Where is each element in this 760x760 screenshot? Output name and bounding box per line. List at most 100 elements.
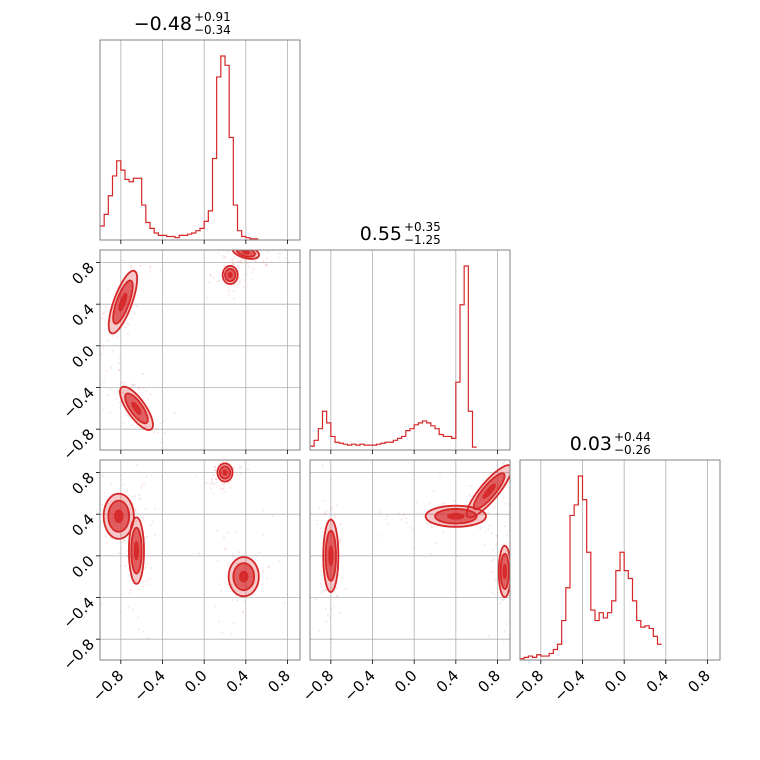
sample-point	[507, 471, 510, 474]
sample-point	[497, 512, 500, 515]
sample-point	[263, 259, 266, 262]
sample-point	[515, 465, 517, 467]
sample-point	[142, 517, 145, 520]
sample-point	[118, 357, 121, 360]
sample-point	[126, 555, 129, 558]
sample-point	[222, 254, 225, 257]
sample-point	[225, 460, 228, 463]
sample-point	[479, 528, 482, 531]
histogram-panel-2	[309, 249, 511, 451]
sample-point	[215, 458, 217, 460]
density-panel-1-2	[100, 225, 290, 456]
sample-point	[214, 469, 217, 472]
sample-point	[423, 505, 426, 508]
sample-point	[315, 598, 318, 601]
sample-point	[129, 266, 132, 269]
sample-point	[128, 324, 131, 327]
sample-point	[504, 630, 507, 633]
sample-point	[430, 525, 433, 528]
sample-point	[142, 373, 145, 376]
x-tick-label: −0.8	[509, 667, 547, 705]
y-tick-label: 0.8	[68, 469, 98, 499]
sample-point	[229, 480, 232, 483]
sample-point	[258, 551, 261, 554]
sample-point	[144, 425, 147, 428]
sample-point	[238, 280, 241, 283]
sample-point	[326, 613, 329, 616]
sample-point	[227, 294, 230, 297]
sample-point	[255, 252, 258, 255]
density-panel-2-3	[315, 436, 545, 644]
sample-point	[136, 463, 139, 466]
sample-point	[160, 454, 162, 456]
sample-point	[223, 264, 226, 267]
sample-point	[214, 466, 217, 469]
sample-point	[324, 608, 327, 611]
sample-point	[224, 547, 227, 550]
sample-point	[130, 423, 133, 426]
sample-point	[149, 577, 152, 580]
sample-point	[243, 258, 246, 261]
sample-point	[417, 511, 420, 514]
sample-point	[426, 522, 429, 525]
sample-point	[102, 347, 105, 350]
sample-point	[325, 588, 328, 591]
sample-point	[127, 332, 130, 335]
sample-point	[492, 571, 495, 574]
sample-point	[491, 559, 494, 562]
sample-point	[255, 245, 257, 247]
sample-point	[492, 548, 495, 551]
sample-point	[217, 620, 220, 623]
sample-point	[119, 610, 122, 613]
sample-point	[397, 513, 400, 516]
sample-point	[530, 456, 532, 458]
sample-point	[241, 241, 243, 243]
sample-point	[319, 583, 322, 586]
sample-point	[237, 260, 240, 263]
sample-point	[271, 515, 274, 518]
sample-point	[514, 523, 516, 525]
sample-point	[540, 436, 542, 438]
sample-point	[490, 532, 493, 535]
sample-point	[345, 587, 348, 590]
sample-point	[152, 225, 154, 227]
sample-point	[146, 246, 148, 248]
x-tick-label: 0.8	[684, 667, 714, 697]
sample-point	[284, 257, 287, 260]
sample-point	[237, 283, 240, 286]
sample-point	[483, 544, 486, 547]
contour-core	[133, 540, 140, 561]
sample-point	[98, 502, 100, 504]
sample-point	[340, 523, 343, 526]
sample-point	[504, 525, 507, 528]
sample-point	[146, 579, 149, 582]
sample-point	[109, 411, 112, 414]
sample-point	[224, 243, 226, 245]
sample-point	[243, 279, 246, 282]
sample-point	[149, 270, 152, 273]
sample-point	[333, 605, 336, 608]
sample-point	[149, 266, 152, 269]
sample-point	[101, 344, 104, 347]
sample-point	[236, 599, 239, 602]
sample-point	[210, 478, 213, 481]
sample-point	[144, 536, 147, 539]
sample-point	[331, 506, 334, 509]
sample-point	[262, 534, 265, 537]
contour-core	[502, 563, 507, 580]
sample-point	[316, 523, 319, 526]
sample-point	[506, 543, 509, 546]
contour-core	[239, 570, 249, 583]
sample-point	[103, 311, 106, 314]
sample-point	[543, 436, 545, 438]
sample-point	[512, 509, 514, 511]
sample-point	[277, 252, 280, 255]
sample-point	[129, 264, 132, 267]
sample-point	[221, 460, 224, 463]
sample-point	[216, 560, 219, 563]
sample-point	[514, 585, 516, 587]
sample-point	[324, 511, 327, 514]
sample-point	[488, 634, 491, 637]
sample-point	[151, 520, 154, 523]
